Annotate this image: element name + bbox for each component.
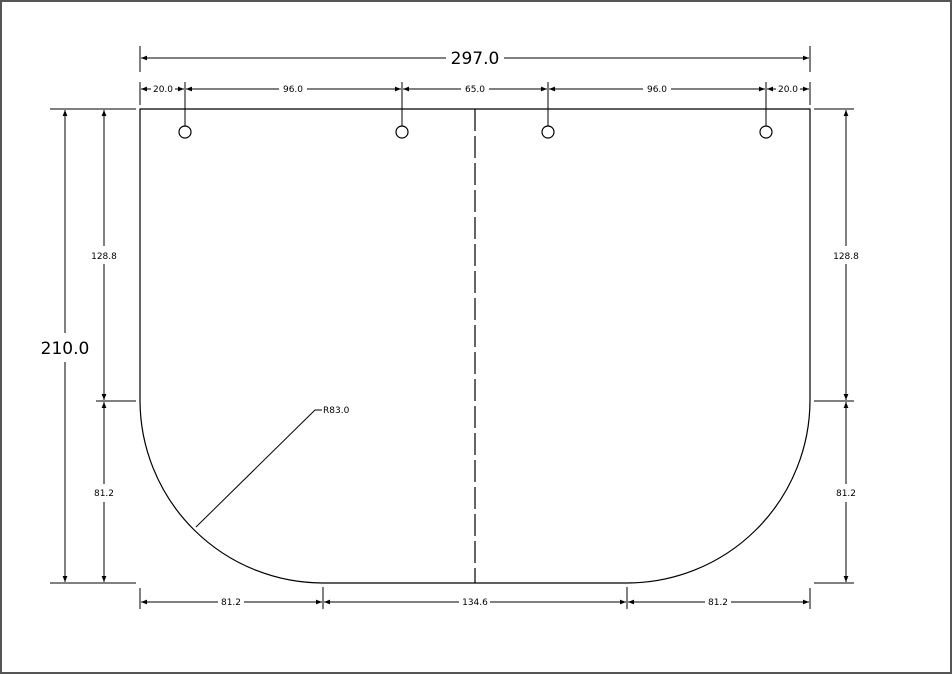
overall-height-label: 210.0 xyxy=(41,339,90,359)
spacing-label-4: 96.0 xyxy=(647,85,667,95)
overall-width-label: 297.0 xyxy=(451,49,500,69)
bottom-middle-label: 134.6 xyxy=(462,598,488,608)
right-upper-height-label: 128.8 xyxy=(833,252,859,262)
left-upper-height-label: 128.8 xyxy=(91,252,117,262)
radius-leader xyxy=(195,409,322,528)
left-extension-lines xyxy=(50,108,136,584)
hole-3 xyxy=(541,125,555,139)
radius-label: R83.0 xyxy=(323,406,350,416)
part-outline xyxy=(139,108,811,584)
bottom-extension-lines xyxy=(139,587,811,609)
bottom-left-label: 81.2 xyxy=(221,598,241,608)
spacing-label-5: 20.0 xyxy=(778,85,798,95)
hole-4 xyxy=(759,125,773,139)
bottom-right-label: 81.2 xyxy=(708,598,728,608)
right-lower-height-label: 81.2 xyxy=(836,489,856,499)
hole-1 xyxy=(178,125,192,139)
left-lower-height-label: 81.2 xyxy=(94,489,114,499)
spacing-label-2: 96.0 xyxy=(283,85,303,95)
hole-2 xyxy=(395,125,409,139)
spacing-label-1: 20.0 xyxy=(153,85,173,95)
right-extension-lines xyxy=(814,108,854,584)
hole-extension-lines xyxy=(139,46,811,126)
spacing-label-3: 65.0 xyxy=(465,85,485,95)
